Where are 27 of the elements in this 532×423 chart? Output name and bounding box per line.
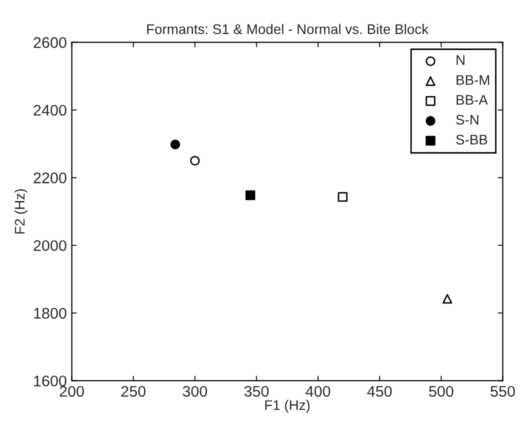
x-tick-label: 350: [244, 386, 269, 397]
chart-title: Formants: S1 & Model - Normal vs. Bite Block: [147, 24, 429, 34]
x-tick-label: 450: [367, 386, 392, 397]
y-tick-label: 2200: [34, 172, 66, 184]
x-tick-label: 300: [182, 386, 208, 397]
x-tick-label: 550: [490, 386, 515, 397]
point: [190, 156, 200, 166]
y-axis-title: F2 (Hz): [14, 189, 28, 234]
legend-label: N: [456, 55, 464, 65]
x-tick-label: 400: [306, 386, 330, 397]
legend-label: BB-A: [456, 95, 488, 105]
x-tick-label: 250: [121, 386, 146, 397]
y-tick-label: 2600: [34, 37, 66, 48]
point: [338, 192, 348, 202]
y-tick-label: 1800: [34, 308, 66, 319]
point: [170, 140, 180, 150]
point: [442, 294, 452, 304]
legend-label: BB-M: [456, 75, 490, 85]
x-tick-label: 200: [60, 386, 84, 397]
x-tick-label: 500: [429, 386, 454, 397]
point: [245, 190, 256, 200]
x-axis-title: F1 (Hz): [265, 400, 310, 413]
y-tick-label: 1600: [34, 376, 66, 386]
legend-label: S-BB: [456, 134, 488, 145]
legend-label: S-N: [456, 114, 478, 125]
y-tick-label: 2400: [34, 104, 66, 116]
y-tick-label: 2000: [34, 240, 66, 252]
